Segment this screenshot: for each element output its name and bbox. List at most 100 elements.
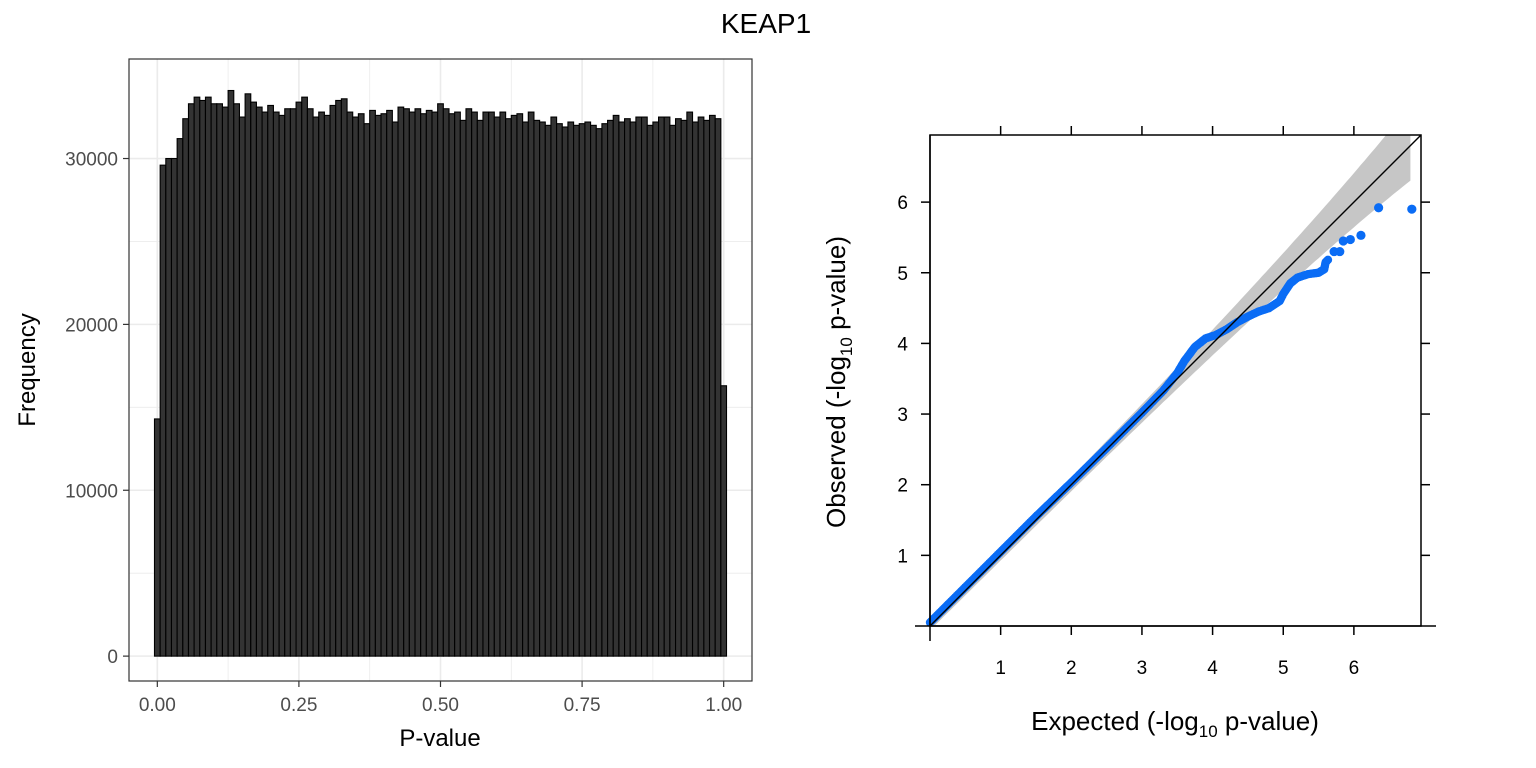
qq-x-tick-label: 4 bbox=[1207, 658, 1218, 679]
qq-x-tick-label: 2 bbox=[1066, 658, 1077, 679]
histogram-bar bbox=[227, 89, 235, 657]
histogram-bar bbox=[329, 104, 337, 657]
qq-outlier-point bbox=[1335, 246, 1345, 257]
histogram-bar bbox=[510, 114, 518, 657]
qq-y-tick-label: 6 bbox=[897, 193, 908, 214]
histogram-bar bbox=[278, 114, 286, 657]
histogram-bar bbox=[584, 121, 592, 657]
histogram-bar bbox=[159, 164, 167, 657]
histogram-bar bbox=[318, 111, 325, 657]
histogram-bar bbox=[499, 111, 507, 657]
histogram-bar bbox=[187, 103, 195, 657]
histogram-bar bbox=[459, 119, 467, 657]
histogram-bar bbox=[539, 121, 546, 657]
histogram-bar bbox=[374, 114, 382, 657]
histogram-bar bbox=[176, 138, 184, 657]
histogram-bar bbox=[193, 96, 201, 657]
histogram-bar bbox=[425, 109, 433, 657]
histogram-bar bbox=[397, 106, 405, 657]
histogram-bar bbox=[488, 111, 495, 657]
histogram-panel: 0.00 0.25 0.50 0.75 1.00 0 10000 20000 30000 P-v… bbox=[14, 58, 753, 752]
histogram-bar bbox=[340, 98, 348, 657]
histogram-y-tick-label: 0 bbox=[107, 647, 118, 668]
histogram-x-tick-label: 0.50 bbox=[422, 695, 459, 716]
histogram-bar bbox=[306, 108, 314, 657]
histogram-bar bbox=[284, 108, 291, 657]
histogram-bar bbox=[255, 106, 263, 657]
histogram-bar bbox=[471, 111, 478, 657]
qq-plot-panel: 1 2 3 4 5 6 1 2 3 4 5 6 Expected (-log10 p-value) O… bbox=[821, 126, 1436, 741]
histogram-bar bbox=[527, 111, 535, 657]
histogram-bar bbox=[533, 119, 541, 657]
histogram-bar bbox=[204, 96, 212, 657]
histogram-bar bbox=[335, 99, 342, 657]
histogram-axes: 0.00 0.25 0.50 0.75 1.00 0 10000 20000 30000 bbox=[65, 150, 742, 716]
histogram-bar bbox=[686, 111, 694, 657]
histogram-bar bbox=[556, 123, 563, 657]
qq-outlier-point bbox=[1407, 204, 1417, 214]
qq-y-tick-label: 3 bbox=[897, 405, 908, 426]
qq-y-axis-title: Observed (-log10 p-value) bbox=[821, 236, 856, 528]
histogram-bar bbox=[165, 157, 173, 657]
histogram-bar bbox=[641, 116, 648, 657]
histogram-bar bbox=[708, 114, 716, 657]
histogram-bar bbox=[493, 116, 501, 657]
histogram-bar bbox=[170, 157, 178, 657]
histogram-bar bbox=[437, 103, 444, 657]
histogram-bar bbox=[612, 114, 620, 657]
histogram-bar bbox=[153, 418, 161, 657]
histogram-bar bbox=[691, 121, 699, 657]
qq-y-tick-label: 1 bbox=[897, 546, 908, 567]
histogram-bar bbox=[442, 108, 450, 657]
histogram-bar bbox=[680, 119, 688, 657]
histogram-x-tick-label: 0.00 bbox=[139, 695, 176, 716]
histogram-bar bbox=[550, 116, 558, 657]
qq-x-tick-label: 3 bbox=[1137, 658, 1148, 679]
histogram-bar bbox=[652, 121, 660, 657]
histogram-bars bbox=[153, 89, 728, 657]
histogram-bar bbox=[380, 113, 388, 657]
histogram-bar bbox=[674, 118, 682, 657]
histogram-bar bbox=[516, 113, 524, 657]
histogram-bar bbox=[346, 111, 354, 657]
histogram-bar bbox=[221, 106, 229, 657]
qq-x-tick-label: 6 bbox=[1349, 658, 1360, 679]
qq-outlier-point bbox=[1374, 203, 1384, 213]
histogram-y-tick-label: 20000 bbox=[65, 315, 118, 336]
histogram-bar bbox=[482, 111, 490, 657]
histogram-bar bbox=[403, 108, 410, 657]
histogram-bar bbox=[578, 123, 586, 657]
histogram-bar bbox=[272, 111, 280, 657]
qq-y-tick-label: 4 bbox=[897, 334, 908, 355]
qq-x-tick-label: 1 bbox=[995, 658, 1006, 679]
histogram-bar bbox=[629, 121, 637, 657]
qq-outlier-point bbox=[1356, 230, 1366, 240]
qq-reference-line bbox=[929, 134, 1422, 627]
histogram-bar bbox=[420, 113, 427, 657]
histogram-bar bbox=[720, 385, 728, 657]
histogram-bar bbox=[657, 116, 665, 657]
qq-outlier-point bbox=[1345, 234, 1355, 245]
histogram-bar bbox=[669, 124, 677, 657]
qq-x-axis-title: Expected (-log10 p-value) bbox=[1031, 706, 1319, 741]
histogram-bar bbox=[323, 114, 331, 657]
qq-identity-line bbox=[929, 134, 1422, 627]
histogram-x-tick-label: 0.75 bbox=[564, 695, 601, 716]
histogram-bar bbox=[601, 123, 609, 657]
histogram-y-tick-label: 10000 bbox=[65, 481, 118, 502]
histogram-bar bbox=[646, 124, 654, 657]
histogram-bar bbox=[289, 108, 297, 657]
histogram-bar bbox=[703, 119, 711, 657]
histogram-bar bbox=[663, 116, 671, 657]
histogram-bar bbox=[431, 111, 439, 657]
histogram-bar bbox=[238, 116, 246, 657]
histogram-bar bbox=[301, 96, 308, 657]
qq-points bbox=[925, 203, 1417, 627]
qq-point bbox=[1323, 255, 1333, 265]
histogram-bar bbox=[386, 109, 393, 657]
histogram-bar bbox=[607, 119, 614, 657]
histogram-bar bbox=[357, 113, 365, 657]
histogram-bar bbox=[233, 103, 240, 657]
histogram-bar bbox=[244, 93, 252, 657]
